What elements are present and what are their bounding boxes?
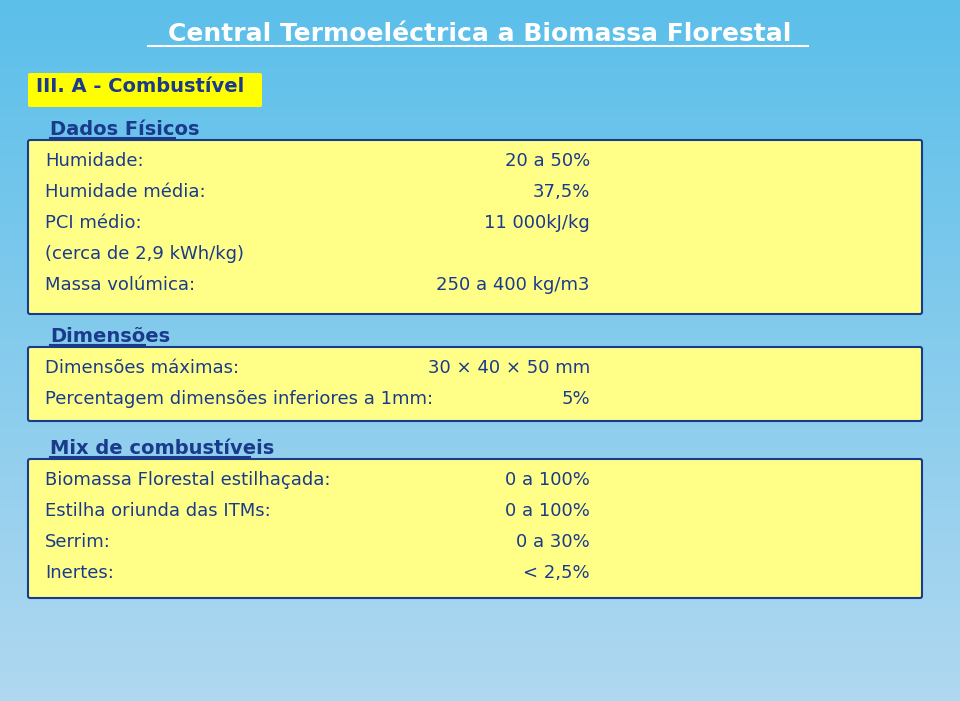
Text: 250 a 400 kg/m3: 250 a 400 kg/m3 bbox=[437, 276, 590, 294]
Text: Central Termoeléctrica a Biomassa Florestal: Central Termoeléctrica a Biomassa Flores… bbox=[168, 22, 792, 46]
Text: 37,5%: 37,5% bbox=[533, 183, 590, 201]
Text: 5%: 5% bbox=[562, 390, 590, 408]
Text: Estilha oriunda das ITMs:: Estilha oriunda das ITMs: bbox=[45, 502, 271, 520]
Text: Humidade:: Humidade: bbox=[45, 152, 144, 170]
Text: Inertes:: Inertes: bbox=[45, 564, 114, 582]
FancyBboxPatch shape bbox=[28, 459, 922, 598]
Text: Dados Físicos: Dados Físicos bbox=[50, 120, 200, 139]
Text: Biomassa Florestal estilhaçada:: Biomassa Florestal estilhaçada: bbox=[45, 471, 330, 489]
Text: 0 a 100%: 0 a 100% bbox=[505, 471, 590, 489]
FancyBboxPatch shape bbox=[28, 73, 262, 107]
Text: Dimensões máximas:: Dimensões máximas: bbox=[45, 359, 239, 377]
Text: III. A - Combustível: III. A - Combustível bbox=[36, 77, 244, 96]
Text: (cerca de 2,9 kWh/kg): (cerca de 2,9 kWh/kg) bbox=[45, 245, 244, 263]
Text: Dimensões: Dimensões bbox=[50, 327, 170, 346]
Text: PCI médio:: PCI médio: bbox=[45, 214, 142, 232]
Text: 11 000kJ/kg: 11 000kJ/kg bbox=[484, 214, 590, 232]
Text: 20 a 50%: 20 a 50% bbox=[505, 152, 590, 170]
Text: 0 a 100%: 0 a 100% bbox=[505, 502, 590, 520]
Text: < 2,5%: < 2,5% bbox=[523, 564, 590, 582]
Text: Mix de combustíveis: Mix de combustíveis bbox=[50, 439, 275, 458]
Text: Humidade média:: Humidade média: bbox=[45, 183, 205, 201]
FancyBboxPatch shape bbox=[28, 347, 922, 421]
Text: Massa volúmica:: Massa volúmica: bbox=[45, 276, 195, 294]
Text: 0 a 30%: 0 a 30% bbox=[516, 533, 590, 551]
Text: Serrim:: Serrim: bbox=[45, 533, 110, 551]
Text: Percentagem dimensões inferiores a 1mm:: Percentagem dimensões inferiores a 1mm: bbox=[45, 390, 433, 408]
FancyBboxPatch shape bbox=[28, 140, 922, 314]
Text: 30 × 40 × 50 mm: 30 × 40 × 50 mm bbox=[428, 359, 590, 377]
